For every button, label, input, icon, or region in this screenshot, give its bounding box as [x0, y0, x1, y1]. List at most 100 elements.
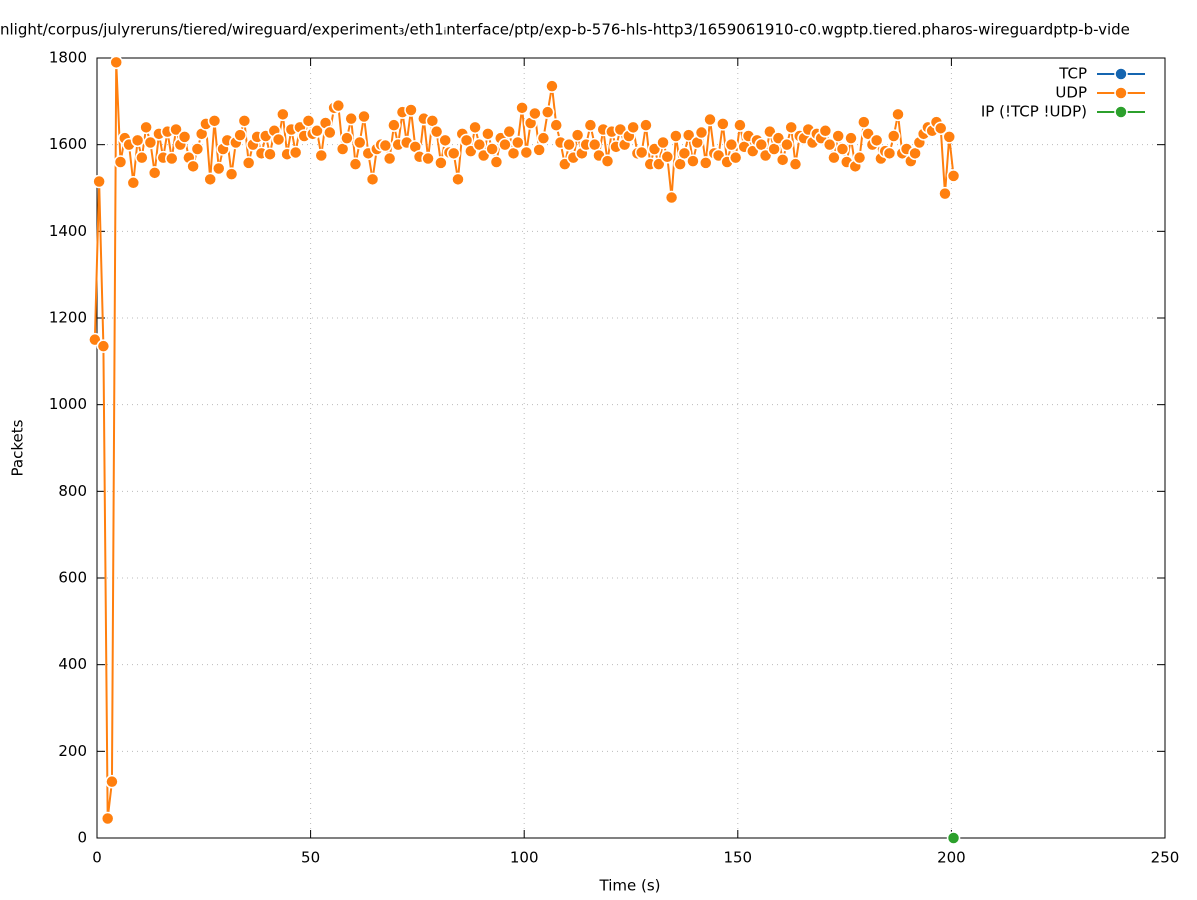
point: [130, 133, 145, 148]
point: [421, 151, 435, 166]
point: [540, 105, 555, 119]
point: [784, 120, 798, 135]
point: [946, 169, 961, 183]
point: [365, 172, 380, 187]
point: [652, 157, 666, 171]
y-tick-label: 1200: [49, 309, 87, 327]
point: [549, 118, 563, 132]
point: [528, 106, 542, 121]
y-tick-label: 1800: [49, 49, 87, 67]
point: [310, 124, 324, 138]
point: [532, 143, 546, 157]
point: [135, 150, 149, 165]
point: [869, 133, 884, 148]
point: [788, 157, 803, 171]
y-tick-label: 200: [58, 742, 87, 760]
point: [677, 146, 692, 161]
point: [626, 120, 640, 135]
point: [314, 148, 329, 163]
legend-label: UDP: [1055, 84, 1087, 102]
x-tick-label: 0: [92, 849, 102, 867]
point: [728, 150, 743, 165]
y-tick-label: 800: [58, 482, 87, 500]
point: [942, 130, 957, 144]
point: [780, 137, 794, 152]
point: [489, 155, 504, 169]
point: [485, 142, 499, 156]
point: [340, 131, 354, 145]
plot-border: [96, 57, 1166, 839]
point: [382, 151, 397, 166]
point: [143, 135, 158, 150]
point: [434, 156, 448, 170]
point: [451, 172, 465, 187]
y-tick-label: 1000: [49, 395, 87, 413]
x-axis-label: Time (s): [599, 877, 661, 895]
point: [664, 190, 679, 205]
point: [545, 79, 559, 93]
point: [126, 176, 141, 190]
point: [323, 125, 337, 140]
chart-title: nlight/corpus/julyreruns/tiered/wireguar…: [0, 21, 1130, 39]
point: [207, 114, 222, 128]
point: [190, 142, 205, 156]
point: [481, 127, 495, 141]
y-tick-label: 600: [58, 569, 87, 587]
point: [429, 124, 444, 139]
point: [724, 137, 739, 152]
x-tick-label: 150: [723, 849, 752, 867]
point: [536, 131, 551, 145]
point: [203, 172, 217, 187]
point: [387, 118, 401, 132]
point: [669, 129, 683, 143]
x-tick-label: 100: [510, 849, 539, 867]
point: [835, 142, 850, 156]
point: [716, 117, 730, 131]
point: [301, 114, 316, 128]
point: [169, 122, 183, 137]
point: [100, 811, 115, 826]
point: [511, 135, 525, 150]
point: [271, 132, 286, 147]
point: [583, 118, 598, 132]
point: [519, 145, 534, 160]
point: [237, 114, 252, 128]
point: [818, 124, 833, 138]
point: [827, 150, 841, 165]
point: [733, 118, 747, 132]
x-tick-label: 200: [937, 849, 966, 867]
point: [147, 166, 162, 180]
point: [886, 129, 901, 143]
point: [498, 137, 512, 152]
point: [105, 774, 119, 789]
point: [681, 128, 696, 142]
point: [775, 153, 790, 167]
point: [699, 156, 713, 170]
point: [660, 150, 675, 164]
point: [502, 124, 516, 139]
legend-label: IP (!TCP !UDP): [981, 103, 1087, 121]
point: [241, 156, 256, 170]
point: [891, 107, 905, 122]
point: [946, 831, 961, 845]
point: [515, 101, 529, 115]
point: [857, 115, 871, 129]
point: [357, 109, 371, 124]
series-line: [93, 62, 955, 819]
point: [844, 131, 858, 145]
x-tick-label: 250: [1151, 849, 1180, 867]
point: [96, 339, 111, 353]
point: [139, 120, 153, 135]
point: [233, 128, 247, 142]
point: [352, 135, 367, 150]
point: [288, 145, 303, 160]
point: [634, 145, 649, 160]
legend-marker: [1114, 67, 1128, 81]
point: [639, 118, 653, 132]
point: [831, 129, 845, 143]
point: [446, 146, 461, 161]
point: [348, 157, 363, 171]
point: [331, 98, 346, 113]
point: [165, 151, 179, 166]
